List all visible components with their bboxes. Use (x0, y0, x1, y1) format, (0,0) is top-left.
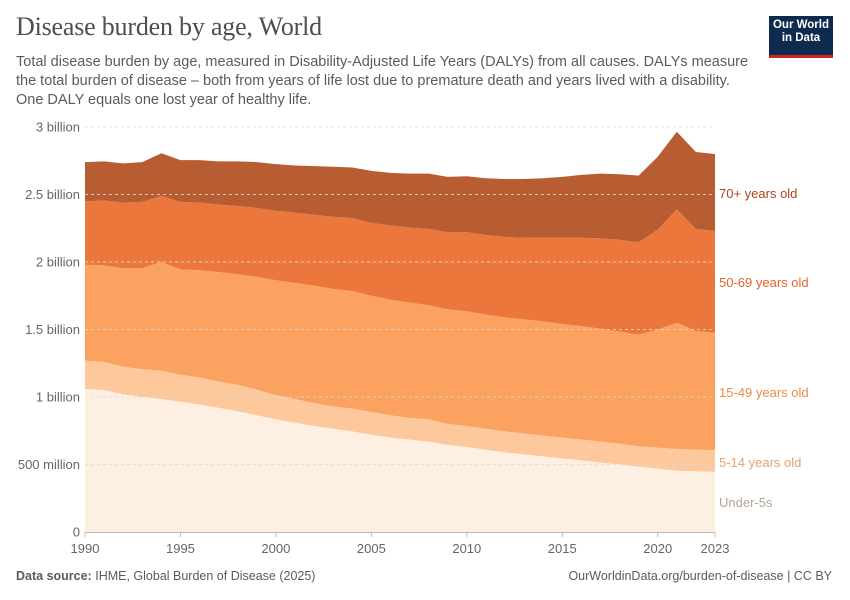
x-tick-label: 2020 (643, 541, 672, 556)
y-tick-label: 2.5 billion (25, 187, 80, 202)
series-label: 15-49 years old (719, 385, 809, 400)
data-source-label: Data source: (16, 569, 92, 583)
x-tick-label: 2015 (548, 541, 577, 556)
chart-subtitle: Total disease burden by age, measured in… (16, 54, 749, 108)
y-tick-label: 1 billion (36, 390, 80, 405)
logo-line-1: Our World (772, 19, 829, 31)
y-tick-label: 500 million (18, 457, 80, 472)
y-tick-label: 1.5 billion (25, 322, 80, 337)
chart-title: Disease burden by age, World (16, 12, 322, 41)
footer-link[interactable]: OurWorldinData.org/burden-of-disease | C… (568, 569, 832, 583)
x-tick-label: 1990 (71, 541, 100, 556)
area-5-14-years-old (85, 360, 715, 472)
data-source-text[interactable]: IHME, Global Burden of Disease (2025) (95, 569, 316, 583)
y-tick-label: 3 billion (36, 120, 80, 135)
x-tick-label: 2023 (701, 541, 730, 556)
area-50-69-years-old (85, 195, 715, 335)
series-label: Under-5s (719, 495, 773, 510)
series-label: 5-14 years old (719, 455, 801, 470)
x-tick-label: 2010 (452, 541, 481, 556)
series-label: 50-69 years old (719, 275, 809, 290)
x-tick-label: 1995 (166, 541, 195, 556)
area-under-5s (85, 388, 715, 532)
data-source: Data source: IHME, Global Burden of Dise… (16, 569, 315, 583)
series-label: 70+ years old (719, 186, 797, 201)
logo-line-2: in Data (781, 32, 821, 44)
owid-logo[interactable]: Our World in Data (769, 16, 833, 58)
area-70-years-old (85, 131, 715, 243)
x-tick-label: 2000 (261, 541, 290, 556)
area-15-49-years-old (85, 262, 715, 451)
x-tick-label: 2005 (357, 541, 386, 556)
y-tick-label: 2 billion (36, 255, 80, 270)
y-tick-label: 0 (73, 525, 80, 540)
